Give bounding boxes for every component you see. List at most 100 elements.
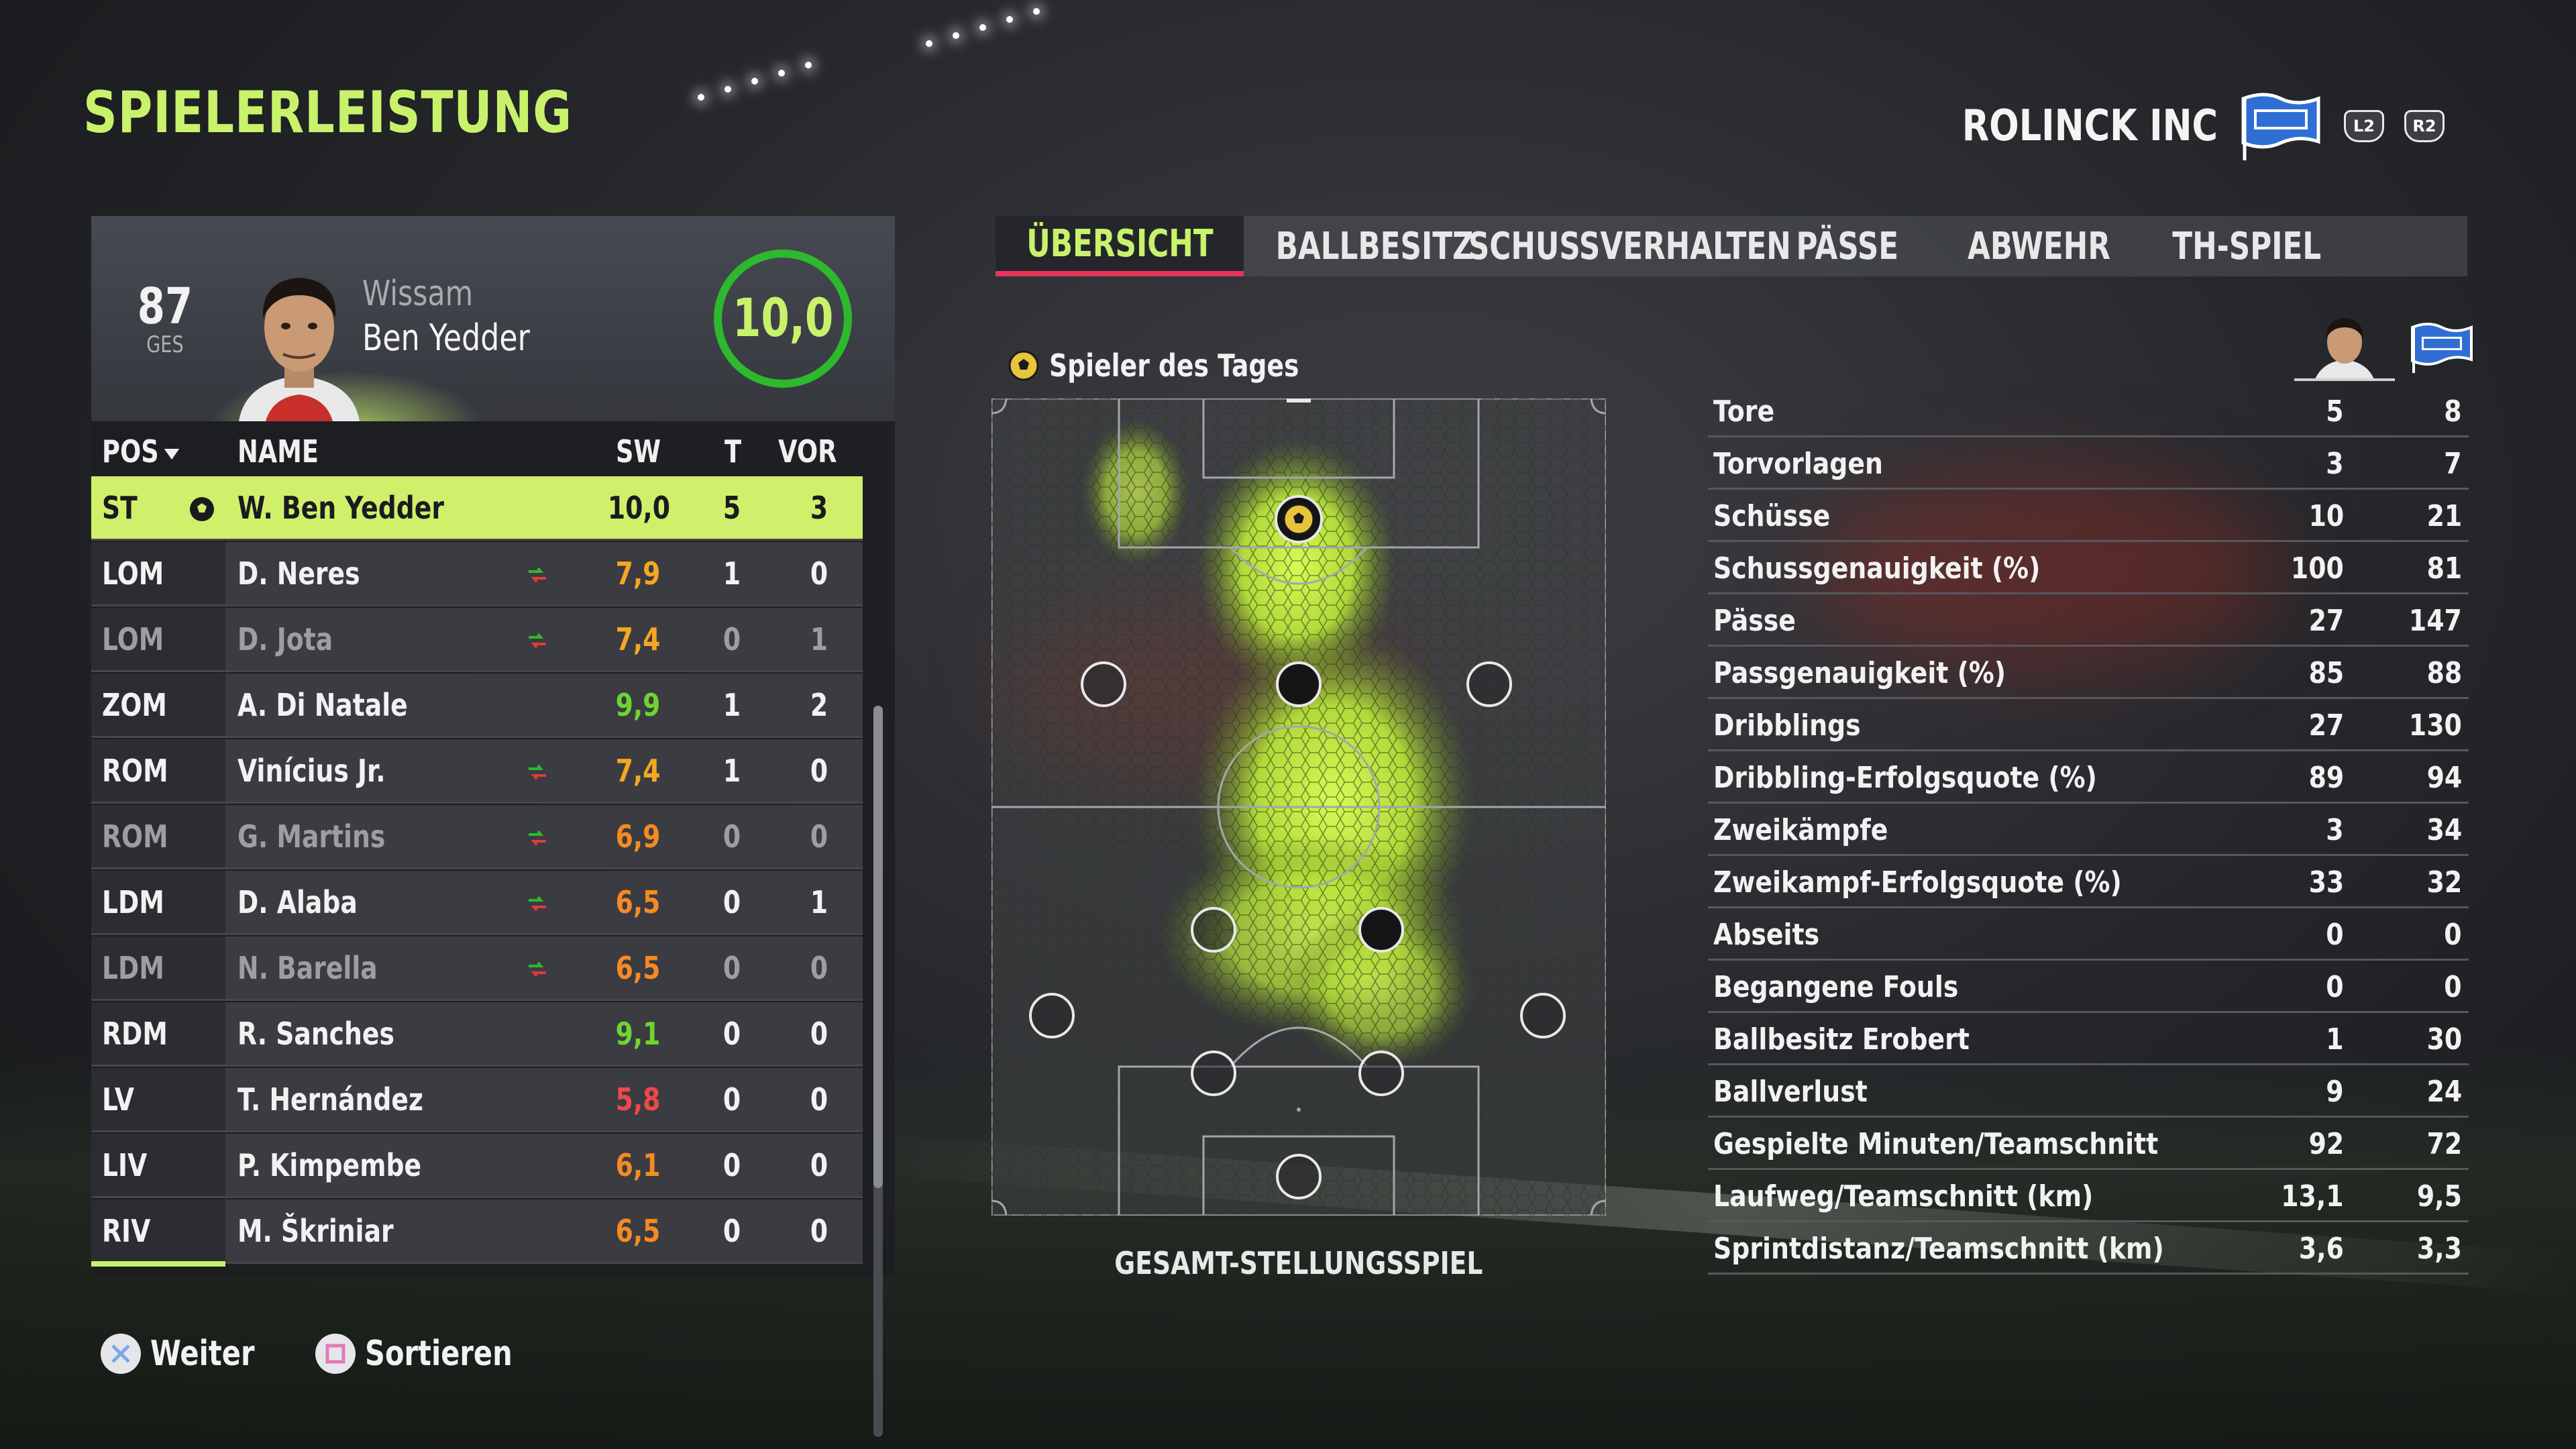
stadium-lights	[470, 0, 1140, 201]
player-row[interactable]: ROM Vinícius Jr. 7,4 1 0	[91, 739, 863, 804]
substitution-icon	[529, 830, 546, 846]
player-row[interactable]: RDM R. Sanches 9,1 0 0	[91, 1002, 863, 1067]
tab-3[interactable]: PÄSSE	[1754, 216, 1941, 276]
club-crest-small-icon	[2411, 323, 2473, 373]
row-player-name: D. Neres	[237, 555, 360, 592]
row-assists: 0	[810, 1016, 828, 1052]
stat-label: Begangene Fouls	[1713, 970, 1959, 1004]
player-portrait-icon	[239, 278, 360, 421]
row-pos-cell	[91, 1002, 225, 1065]
player-list-panel: 87 GES Wissam Ben Yedder 10,0 POS NAME S…	[91, 216, 895, 1437]
substitution-icon	[529, 633, 546, 649]
header-name[interactable]: NAME	[237, 433, 319, 470]
continue-label: Weiter	[150, 1334, 255, 1374]
list-header: POS NAME SW T VOR	[91, 421, 863, 476]
continue-button[interactable]: Weiter	[101, 1334, 280, 1374]
club-crest-icon	[2241, 93, 2320, 160]
stat-label: Gespielte Minuten/Teamschnitt	[1713, 1127, 2159, 1161]
player-row[interactable]: ST W. Ben Yedder 10,0 5 3	[91, 476, 863, 541]
player-row[interactable]: LDM N. Barella 6,5 0 0	[91, 936, 863, 1001]
tab-1[interactable]: BALLBESITZ	[1244, 216, 1505, 276]
row-assists: 0	[810, 753, 828, 789]
row-player-name: Vinícius Jr.	[237, 753, 386, 789]
row-assists: 0	[810, 555, 828, 592]
row-rating: 6,5	[615, 884, 661, 920]
stat-player-value: 3,6	[2298, 1232, 2344, 1266]
player-row[interactable]: ROM G. Martins 6,9 0 0	[91, 805, 863, 869]
header-vor[interactable]: VOR	[778, 433, 837, 470]
stat-player-value: 3	[2326, 447, 2344, 481]
stat-team-value: 81	[2426, 551, 2462, 586]
tab-2[interactable]: SCHUSSVERHALTEN	[1468, 216, 1791, 276]
stat-row: Passgenauigkeit (%) 85 88	[1708, 647, 2469, 699]
pitch-caption-label: GESAMT-STELLUNGSSPIEL	[1114, 1245, 1483, 1281]
player-row[interactable]: ZOM A. Di Natale 9,9 1 2	[91, 674, 863, 738]
row-position: LV	[102, 1081, 135, 1118]
row-position: LDM	[102, 884, 164, 920]
stat-team-value: 0	[2444, 970, 2462, 1004]
player-row[interactable]: RIV M. Škriniar 6,5 0 0	[91, 1199, 863, 1264]
stat-player-value: 1	[2326, 1022, 2344, 1057]
row-rating: 6,5	[615, 950, 661, 986]
row-goals: 1	[722, 753, 741, 789]
list-scrollbar[interactable]	[873, 706, 883, 1437]
row-rating: 6,5	[615, 1213, 661, 1249]
player-list: POS NAME SW T VOR ST W. Ben Yedder 10,0 5 3 L…	[91, 421, 895, 1437]
player-last-name: Ben Yedder	[362, 317, 530, 359]
motm-ball-small-icon	[190, 497, 214, 521]
row-name-cell	[225, 476, 863, 539]
stat-player-value: 10	[2308, 499, 2344, 533]
prev-team-button[interactable]: L2	[2344, 110, 2384, 142]
player-row[interactable]: LDM D. Alaba 6,5 0 1	[91, 871, 863, 935]
header-sw[interactable]: SW	[616, 433, 661, 470]
man-of-the-match-heading: Spieler des Tages	[1008, 347, 1354, 384]
stat-player-value: 13,1	[2281, 1179, 2344, 1214]
row-player-name: A. Di Natale	[237, 687, 408, 723]
scrollbar-thumb[interactable]	[873, 706, 883, 1189]
stat-team-value: 130	[2409, 708, 2462, 743]
row-goals: 0	[722, 621, 741, 657]
stat-row: Dribbling-Erfolgsquote (%) 89 94	[1708, 751, 2469, 804]
stat-team-value: 147	[2409, 604, 2462, 638]
header-pos[interactable]: POS	[102, 433, 180, 470]
motm-ball-icon	[1008, 350, 1039, 381]
row-rating: 10,0	[607, 490, 670, 526]
row-player-name: T. Hernández	[237, 1081, 423, 1118]
row-name-cell	[225, 1199, 863, 1262]
row-name-cell	[225, 608, 863, 670]
stat-label: Zweikämpfe	[1713, 813, 1888, 847]
overall-rating: 87 GES	[125, 278, 205, 358]
tab-0[interactable]: ÜBERSICHT	[996, 216, 1244, 276]
motm-label: Spieler des Tages	[1049, 347, 1299, 384]
match-rating-value: 10,0	[732, 288, 834, 349]
row-player-name: G. Martins	[237, 818, 386, 855]
row-player-name: R. Sanches	[237, 1016, 394, 1052]
stat-player-value: 100	[2291, 551, 2344, 586]
row-rating: 5,8	[615, 1081, 661, 1118]
stat-team-value: 7	[2444, 447, 2462, 481]
sort-button[interactable]: Sortieren	[315, 1334, 549, 1374]
tab-5[interactable]: TH-SPIEL	[2136, 216, 2357, 276]
stat-row: Tore 5 8	[1708, 385, 2469, 437]
stat-label: Dribbling-Erfolgsquote (%)	[1713, 761, 2097, 795]
row-name-cell	[225, 871, 863, 933]
heatmap-pitch	[991, 398, 1606, 1216]
stat-label: Ballverlust	[1713, 1075, 1868, 1109]
next-team-button[interactable]: R2	[2404, 110, 2445, 142]
player-row[interactable]: LOM D. Neres 7,9 1 0	[91, 542, 863, 606]
player-portrait-small-icon	[2314, 318, 2375, 381]
player-row[interactable]: LOM D. Jota 7,4 0 1	[91, 608, 863, 672]
player-row[interactable]: LV T. Hernández 5,8 0 0	[91, 1068, 863, 1132]
stat-row: Abseits 0 0	[1708, 908, 2469, 961]
player-first-name: Wissam	[362, 274, 474, 314]
row-goals: 0	[722, 1016, 741, 1052]
stat-label: Dribblings	[1713, 708, 1861, 743]
stat-row: Gespielte Minuten/Teamschnitt 92 72	[1708, 1118, 2469, 1170]
row-name-cell	[225, 1002, 863, 1065]
tab-4[interactable]: ABWEHR	[1941, 216, 2136, 276]
player-row[interactable]: LIV P. Kimpembe 6,1 0 0	[91, 1134, 863, 1198]
header-t[interactable]: T	[724, 433, 742, 470]
row-assists: 0	[810, 1081, 828, 1118]
stat-player-value: 0	[2326, 970, 2344, 1004]
row-player-name: M. Škriniar	[237, 1213, 394, 1249]
